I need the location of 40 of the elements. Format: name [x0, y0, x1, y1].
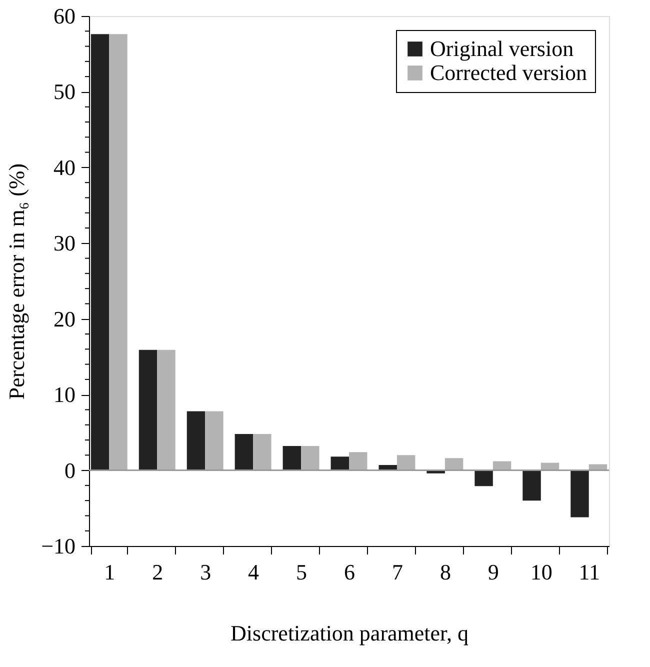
bar — [444, 458, 464, 470]
bar — [90, 34, 110, 470]
bar — [138, 350, 158, 470]
bar — [186, 411, 206, 470]
bar — [522, 470, 541, 501]
y-axis-title: Percentage error in m₆ (%) — [4, 163, 30, 400]
x-axis-title: Discretization parameter, q — [230, 620, 468, 646]
y-tick-label: 40 — [54, 154, 76, 180]
x-tick-label: 1 — [104, 560, 116, 584]
x-tick-label: 6 — [344, 560, 355, 584]
x-tick-label: 8 — [440, 560, 451, 584]
legend-label: Corrected version — [430, 60, 587, 85]
x-tick-label: 11 — [578, 560, 600, 584]
bar — [253, 434, 272, 470]
y-tick-label: −10 — [41, 534, 76, 558]
bar — [301, 446, 320, 470]
x-tick-label: 5 — [296, 560, 308, 584]
legend-label: Original version — [430, 36, 574, 61]
x-tick-label: 3 — [200, 560, 212, 584]
y-tick-label: 20 — [54, 306, 76, 332]
bar — [205, 411, 224, 470]
bar — [282, 446, 302, 470]
bar — [474, 470, 493, 486]
y-tick-label: 0 — [64, 458, 76, 483]
x-tick-label: 7 — [392, 560, 403, 584]
y-tick-label: 50 — [54, 79, 76, 104]
x-tick-label: 2 — [152, 560, 164, 584]
x-tick-label: 10 — [530, 560, 552, 584]
bar — [109, 34, 128, 470]
x-tick-label: 9 — [488, 560, 499, 584]
y-tick-label: 10 — [54, 382, 76, 408]
y-tick-label: 30 — [54, 230, 76, 256]
bar — [234, 434, 254, 470]
bar — [349, 452, 368, 470]
bar — [330, 456, 349, 470]
x-tick-label: 4 — [248, 560, 260, 584]
y-tick-label: 60 — [54, 4, 76, 28]
bar — [570, 470, 589, 518]
bar — [157, 350, 176, 470]
bar — [396, 455, 416, 470]
